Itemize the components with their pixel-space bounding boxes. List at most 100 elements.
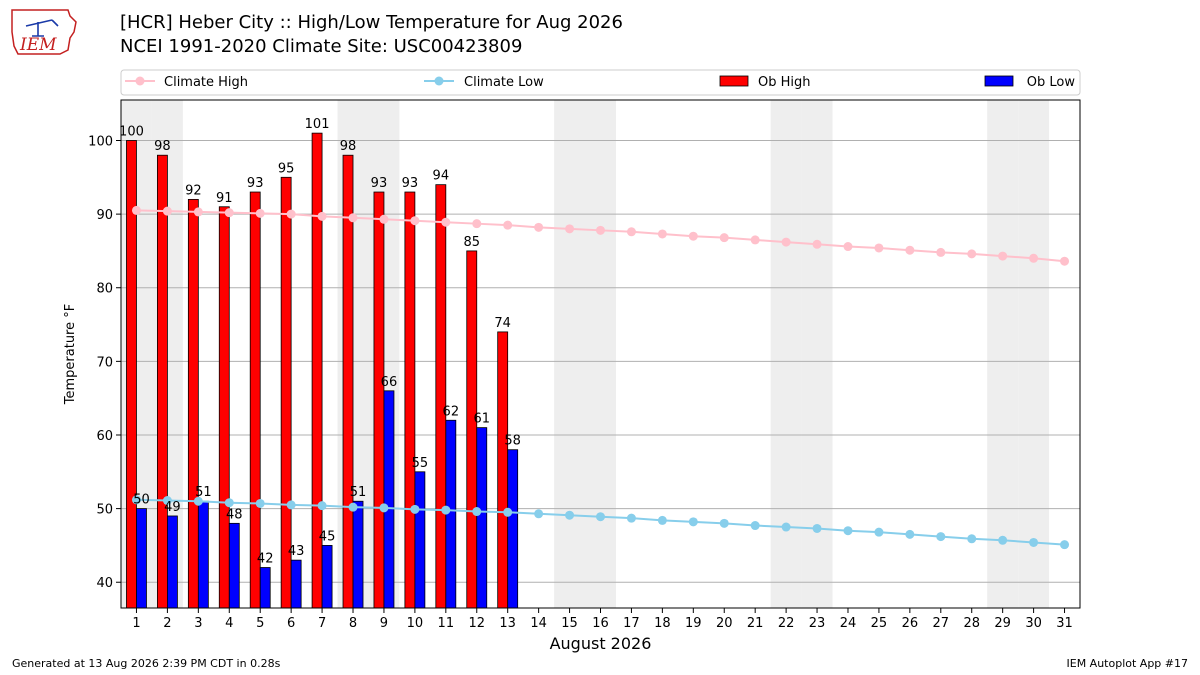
x-tick-label: 30 bbox=[1025, 616, 1042, 631]
x-tick-label: 9 bbox=[380, 616, 388, 631]
climate-high-point bbox=[565, 224, 575, 234]
climate-low-point bbox=[626, 513, 636, 523]
climate-low-point bbox=[565, 510, 575, 520]
legend-box bbox=[120, 69, 1081, 96]
ob-low-bar bbox=[507, 449, 519, 609]
ob-low-bar bbox=[476, 427, 488, 609]
climate-high-point bbox=[596, 225, 605, 235]
climate-low-point bbox=[843, 526, 853, 536]
climate-high-point bbox=[719, 233, 729, 243]
weekend-band bbox=[1018, 100, 1050, 608]
x-tick-label: 20 bbox=[716, 616, 733, 631]
climate-high-point bbox=[936, 247, 946, 257]
ob-high-label: 85 bbox=[463, 235, 480, 250]
ob-high-bar bbox=[342, 154, 354, 609]
climate-low-point bbox=[472, 507, 482, 517]
ob-high-label: 101 bbox=[305, 117, 330, 132]
y-axis: 40 50 60 70 80 90 100 Temperature °F bbox=[63, 134, 121, 591]
climate-low-point bbox=[657, 515, 667, 525]
ob-high-bar bbox=[497, 331, 509, 609]
climate-low-point bbox=[719, 518, 729, 528]
climate-high-point bbox=[317, 211, 327, 221]
climate-low-point bbox=[162, 496, 172, 506]
climate-high-point bbox=[379, 214, 389, 224]
x-tick-label: 18 bbox=[654, 616, 671, 631]
climate-low-point bbox=[936, 532, 946, 542]
climate-low-point bbox=[224, 498, 234, 508]
x-tick-label: 16 bbox=[592, 616, 609, 631]
ob-high-legend-label: Ob High bbox=[758, 75, 811, 90]
ob-low-bar bbox=[197, 500, 209, 609]
ob-high-bar bbox=[466, 250, 478, 609]
climate-low-point bbox=[348, 502, 358, 512]
ob-high-label: 100 bbox=[119, 124, 144, 139]
x-tick-label: 12 bbox=[468, 616, 485, 631]
climate-high-point bbox=[967, 249, 977, 259]
climate-high-point bbox=[410, 216, 420, 226]
y-tick-label: 70 bbox=[96, 355, 113, 370]
x-tick-label: 24 bbox=[840, 616, 857, 631]
iem-logo: IEM bbox=[11, 9, 77, 55]
climate-high-legend-label: Climate High bbox=[164, 75, 248, 90]
iowa-outline-shape bbox=[11, 9, 77, 55]
ob-low-bar bbox=[259, 567, 271, 609]
y-tick-label: 60 bbox=[96, 429, 113, 444]
weekend-band bbox=[770, 100, 802, 608]
climate-lines bbox=[131, 205, 1070, 550]
x-tick-label: 10 bbox=[407, 616, 424, 631]
climate-low-point bbox=[286, 500, 296, 510]
climate-low-legend-label: Climate Low bbox=[464, 75, 544, 90]
climate-high-point bbox=[503, 220, 513, 230]
ob-low-bar bbox=[290, 559, 302, 609]
ob-low-bar bbox=[167, 515, 178, 609]
ob-low-bar bbox=[228, 522, 240, 609]
climate-low-point bbox=[193, 496, 203, 506]
app-credit: IEM Autoplot App #17 bbox=[1066, 657, 1189, 670]
climate-low-point bbox=[688, 517, 698, 527]
climate-low-point bbox=[410, 504, 420, 514]
ob-high-bar bbox=[404, 191, 416, 609]
x-tick-label: 1 bbox=[132, 616, 140, 631]
ob-low-bar bbox=[352, 500, 364, 609]
climate-low-point bbox=[905, 529, 915, 539]
x-tick-label: 28 bbox=[963, 616, 980, 631]
ob-high-label: 91 bbox=[216, 191, 233, 206]
generated-timestamp: Generated at 13 Aug 2026 2:39 PM CDT in … bbox=[12, 657, 281, 670]
ob-high-label: 93 bbox=[247, 176, 264, 191]
y-tick-label: 40 bbox=[96, 576, 113, 591]
climate-low-point bbox=[781, 522, 791, 532]
chart-subtitle: NCEI 1991-2020 Climate Site: USC00423809 bbox=[120, 36, 523, 57]
x-tick-label: 13 bbox=[499, 616, 516, 631]
climate-high-point bbox=[843, 242, 853, 252]
y-tick-label: 80 bbox=[96, 282, 113, 297]
ob-low-label: 49 bbox=[164, 500, 181, 515]
x-tick-label: 8 bbox=[349, 616, 357, 631]
x-tick-label: 5 bbox=[256, 616, 264, 631]
climate-low-point bbox=[998, 535, 1008, 545]
ob-low-label: 50 bbox=[133, 493, 150, 508]
climate-low-point bbox=[596, 512, 605, 522]
y-tick-label: 100 bbox=[88, 134, 113, 149]
climate-high-point bbox=[998, 251, 1008, 261]
climate-high-point bbox=[626, 227, 636, 237]
ob-low-label: 51 bbox=[350, 485, 367, 500]
climate-high-point bbox=[348, 213, 358, 223]
x-tick-label: 17 bbox=[623, 616, 640, 631]
ob-high-label: 98 bbox=[340, 139, 357, 154]
ob-high-label: 98 bbox=[154, 139, 171, 154]
ob-low-bar bbox=[136, 508, 147, 609]
climate-high-point bbox=[441, 217, 451, 227]
ob-low-bar bbox=[414, 471, 426, 609]
x-axis: 1 2 3 4 5 6 7 8 9 10 11 12 13 14 15 16 17 18 19 20 21 22 23 24 2… bbox=[132, 608, 1073, 653]
legend: Climate High Climate Low Ob High Ob Low bbox=[120, 69, 1081, 96]
ob-low-label: 66 bbox=[381, 375, 398, 390]
y-tick-label: 50 bbox=[96, 503, 113, 518]
ob-high-label: 95 bbox=[278, 161, 295, 176]
climate-low-point bbox=[379, 503, 389, 513]
x-tick-label: 4 bbox=[225, 616, 233, 631]
ob-high-bar bbox=[157, 154, 168, 609]
x-axis-label: August 2026 bbox=[550, 634, 652, 653]
climate-low-point bbox=[812, 523, 822, 533]
ob-low-label: 42 bbox=[257, 552, 274, 567]
chart-title: [HCR] Heber City :: High/Low Temperature… bbox=[120, 12, 623, 33]
